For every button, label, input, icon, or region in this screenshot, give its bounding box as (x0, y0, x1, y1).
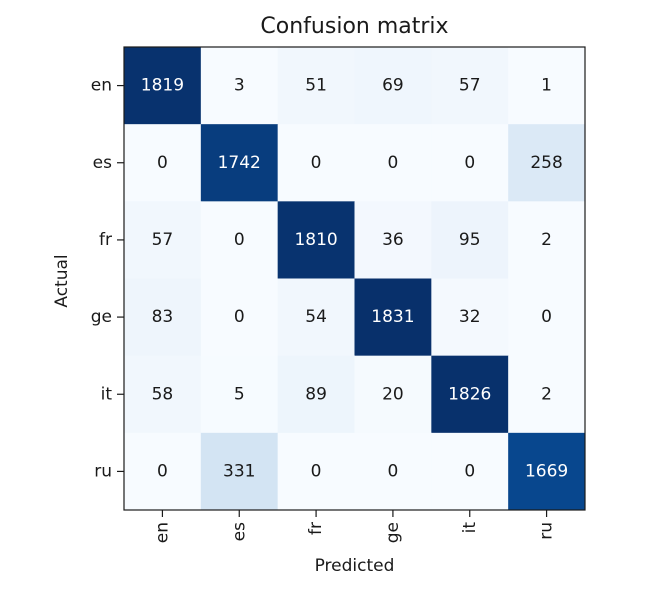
heatmap-cell-fr-fr (277, 201, 355, 279)
heatmap-cell-it-ge (354, 355, 432, 434)
x-tick-label-it: it (460, 522, 480, 534)
cell-value-fr-ru: 2 (541, 230, 552, 250)
cell-value-ru-it: 0 (464, 461, 475, 481)
cell-value-es-es: 1742 (218, 153, 261, 173)
heatmap-cell-es-ge (354, 124, 432, 202)
heatmap-cell-it-ru (508, 355, 586, 434)
x-tick-label-en: en (152, 522, 172, 543)
y-axis-label: Actual (52, 254, 72, 308)
cell-value-en-ge: 69 (382, 76, 404, 96)
y-axis-ticks: en es fr ge it ru (91, 76, 124, 481)
heatmap-cell-es-en (124, 124, 202, 202)
y-tick-label-es: es (93, 153, 112, 173)
heatmap-cell-ru-ru (508, 432, 586, 511)
cell-value-ru-ge: 0 (388, 461, 399, 481)
heatmap-cell-ge-fr (277, 278, 355, 357)
x-axis-label: Predicted (314, 556, 395, 576)
cell-value-it-fr: 89 (305, 384, 327, 404)
cell-value-ge-it: 32 (459, 307, 481, 327)
cell-value-it-it: 1826 (448, 384, 491, 404)
y-tick-label-it: it (101, 384, 113, 404)
heatmap-cell-es-fr (277, 124, 355, 202)
cell-value-es-en: 0 (157, 153, 168, 173)
cell-value-es-ru: 258 (530, 153, 562, 173)
heatmap-cell-es-es (200, 124, 279, 202)
heatmap-cell-ru-it (431, 432, 509, 511)
heatmap-cell-fr-ru (508, 201, 586, 279)
y-tick-label-ru: ru (94, 461, 112, 481)
cell-value-fr-en: 57 (152, 230, 174, 250)
x-tick-label-ru: ru (537, 522, 557, 540)
cell-value-it-ge: 20 (382, 384, 404, 404)
heatmap-cell-it-es (200, 355, 279, 434)
cell-value-fr-es: 0 (234, 230, 245, 250)
cell-value-ru-es: 331 (223, 461, 255, 481)
heatmap-cell-ru-fr (277, 432, 355, 511)
y-tick-label-en: en (91, 76, 112, 96)
heatmap-cell-ge-ge (354, 278, 432, 357)
y-tick-label-ge: ge (91, 307, 112, 327)
cell-value-fr-it: 95 (459, 230, 481, 250)
cell-value-ge-ge: 1831 (371, 307, 414, 327)
heatmap-cell-es-ru (508, 124, 586, 202)
heatmap-cell-ge-ru (508, 278, 586, 357)
heatmap-cell-es-it (431, 124, 509, 202)
cell-value-fr-ge: 36 (382, 230, 404, 250)
heatmap-cell-ge-it (431, 278, 509, 357)
cell-value-en-fr: 51 (305, 76, 327, 96)
heatmap-cell-en-ge (354, 47, 432, 125)
heatmap-cell-fr-es (200, 201, 279, 279)
cell-value-ru-en: 0 (157, 461, 168, 481)
cell-value-en-ru: 1 (541, 76, 552, 96)
heatmap-cell-fr-en (124, 201, 202, 279)
chart-title: Confusion matrix (260, 14, 449, 39)
heatmap-cells (124, 47, 586, 511)
cell-value-ru-ru: 1669 (525, 461, 568, 481)
cell-value-it-ru: 2 (541, 384, 552, 404)
heatmap-cell-en-en (124, 47, 202, 125)
cell-value-ge-fr: 54 (305, 307, 327, 327)
cell-value-it-en: 58 (152, 384, 174, 404)
heatmap-cell-ru-ge (354, 432, 432, 511)
heatmap-cell-fr-it (431, 201, 509, 279)
heatmap-cell-ru-es (200, 432, 279, 511)
heatmap-cell-en-fr (277, 47, 355, 125)
cell-value-en-es: 3 (234, 76, 245, 96)
heatmap-cell-en-es (200, 47, 279, 125)
heatmap-cell-ru-en (124, 432, 202, 511)
heatmap-cell-fr-ge (354, 201, 432, 279)
heatmap-cell-en-it (431, 47, 509, 125)
heatmap-cell-it-en (124, 355, 202, 434)
cell-value-en-en: 1819 (141, 76, 184, 96)
cell-value-es-it: 0 (464, 153, 475, 173)
cell-value-ge-es: 0 (234, 307, 245, 327)
heatmap-cell-en-ru (508, 47, 586, 125)
heatmap-cell-it-it (431, 355, 509, 434)
cell-value-en-it: 57 (459, 76, 481, 96)
x-tick-label-es: es (229, 522, 249, 541)
heatmap-cell-ge-en (124, 278, 202, 357)
heatmap-cell-ge-es (200, 278, 279, 357)
cell-value-ge-en: 83 (152, 307, 174, 327)
x-axis-ticks: en es fr ge it ru (152, 510, 557, 543)
x-tick-label-fr: fr (306, 522, 326, 535)
cell-value-es-fr: 0 (311, 153, 322, 173)
cell-value-it-es: 5 (234, 384, 245, 404)
heatmap-frame (123, 46, 586, 511)
heatmap-cell-it-fr (277, 355, 355, 434)
cell-value-ru-fr: 0 (311, 461, 322, 481)
cell-value-ge-ru: 0 (541, 307, 552, 327)
cell-value-fr-fr: 1810 (294, 230, 337, 250)
cell-value-es-ge: 0 (388, 153, 399, 173)
y-tick-label-fr: fr (99, 230, 112, 250)
x-tick-label-ge: ge (383, 522, 403, 543)
